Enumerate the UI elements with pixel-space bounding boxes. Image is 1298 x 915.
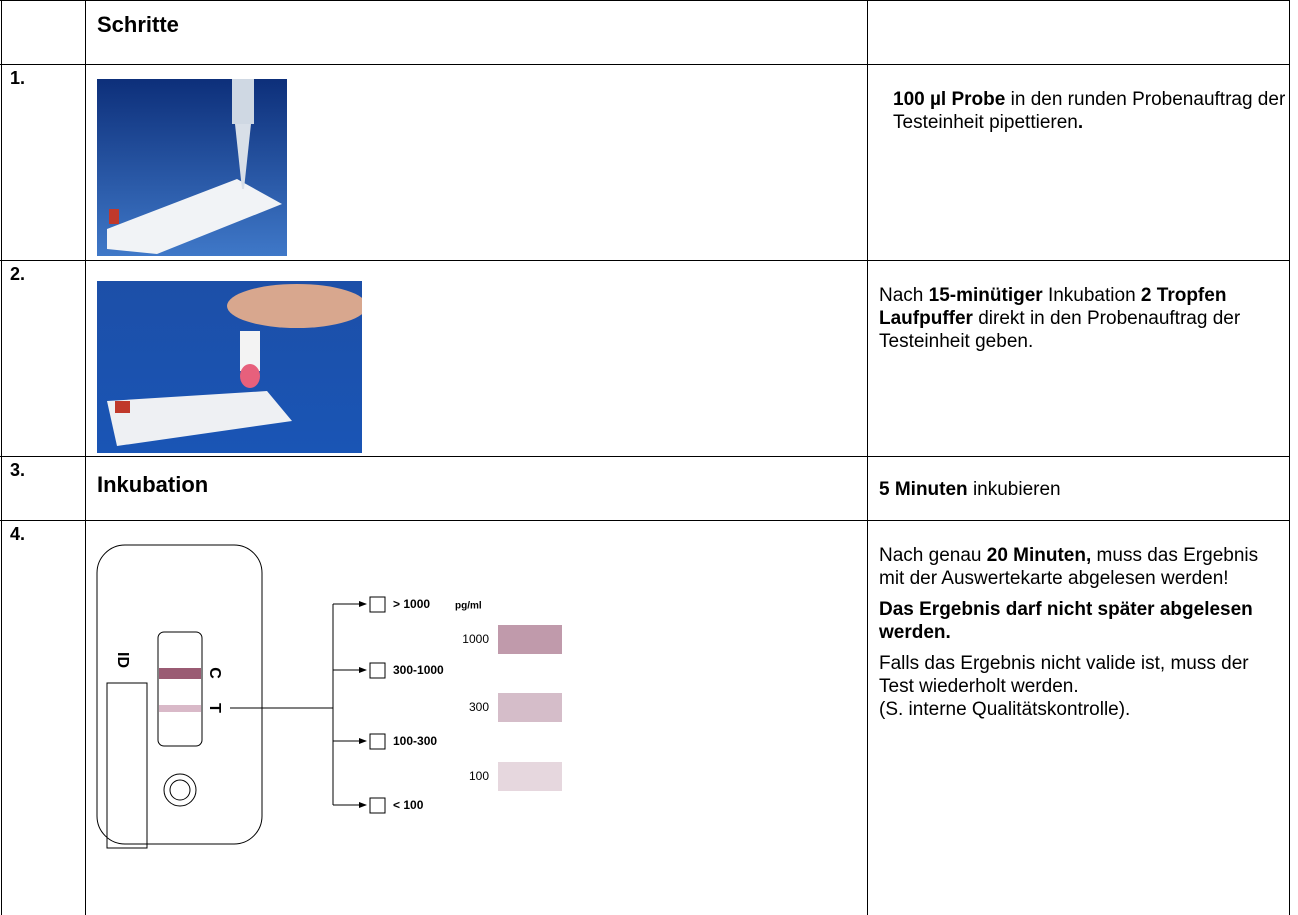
text-run: Das Ergebnis darf nicht später abgelesen… bbox=[879, 599, 1253, 643]
id-label: ID bbox=[114, 652, 131, 668]
result-window bbox=[157, 631, 203, 747]
description: 5 Minuten inkubieren bbox=[879, 478, 1279, 509]
text-run: muss das Ergebnis mit der Auswertekarte … bbox=[879, 545, 1259, 589]
swatch-label: 1000 bbox=[462, 632, 489, 646]
border bbox=[0, 456, 1290, 457]
text-run: Falls das Ergebnis nicht valide ist, mus… bbox=[879, 653, 1249, 697]
paragraph: Nach 15-minütiger Inkubation 2 Tropfen L… bbox=[879, 284, 1279, 353]
result-label: < 100 bbox=[393, 798, 424, 812]
border bbox=[1, 0, 2, 915]
checkbox bbox=[369, 733, 386, 750]
paragraph: Das Ergebnis darf nicht später abgelesen… bbox=[879, 598, 1279, 644]
text-run: (S. interne Qualitätskontrolle). bbox=[879, 699, 1131, 720]
swatch-label: 100 bbox=[469, 769, 489, 783]
paragraph: Falls das Ergebnis nicht valide ist, mus… bbox=[879, 652, 1279, 721]
swatch bbox=[498, 693, 562, 722]
step-number: 2. bbox=[10, 264, 26, 284]
step-number: 3. bbox=[10, 460, 26, 480]
result-label: > 1000 bbox=[393, 597, 430, 611]
swatch bbox=[498, 762, 562, 791]
border bbox=[867, 0, 868, 915]
swatch bbox=[498, 625, 562, 654]
paragraph: Nach genau 20 Minuten, muss das Ergebnis… bbox=[879, 544, 1279, 590]
border bbox=[0, 0, 1290, 1]
checkbox bbox=[369, 596, 386, 613]
description: Nach genau 20 Minuten, muss das Ergebnis… bbox=[879, 544, 1279, 729]
text-run: inkubieren bbox=[967, 479, 1061, 500]
step-number: 1. bbox=[10, 68, 26, 88]
photo-buffer bbox=[97, 281, 362, 453]
step-number: 4. bbox=[10, 524, 26, 544]
step-title: Inkubation bbox=[97, 472, 209, 497]
text-run: Nach bbox=[879, 285, 929, 306]
text-run: 15-minütiger bbox=[928, 285, 1043, 306]
description: 100 µl Probe in den runden Probenauftrag… bbox=[893, 88, 1293, 142]
text-run: . bbox=[1077, 112, 1084, 133]
unit: pg/ml bbox=[455, 601, 482, 612]
header-title: Schritte bbox=[97, 12, 179, 37]
control-band bbox=[159, 668, 201, 679]
border bbox=[0, 520, 1290, 521]
test-band bbox=[159, 705, 201, 712]
control-label: C bbox=[206, 667, 223, 679]
sample-well bbox=[169, 779, 191, 801]
result-diagram: ID C T pg/ml > 1000 300-1000 100-300 < 100 1… bbox=[96, 544, 562, 849]
text-run: Inkubation bbox=[1042, 285, 1141, 306]
swatch-label: 300 bbox=[469, 700, 489, 714]
text-run: in den runden Probenauftrag der Testeinh… bbox=[893, 89, 1286, 133]
test-label: T bbox=[206, 703, 223, 713]
text-run: 5 Minuten bbox=[879, 479, 968, 500]
photo-pipette bbox=[97, 79, 287, 256]
id-field bbox=[106, 682, 148, 849]
cassette bbox=[96, 544, 263, 845]
sample-well bbox=[163, 773, 197, 807]
border bbox=[1289, 0, 1290, 915]
border bbox=[85, 0, 86, 915]
text-run: Nach genau bbox=[879, 545, 987, 566]
paragraph: 5 Minuten inkubieren bbox=[879, 478, 1279, 501]
result-label: 300-1000 bbox=[393, 663, 444, 677]
border bbox=[0, 260, 1290, 261]
checkbox bbox=[369, 797, 386, 814]
border bbox=[0, 64, 1290, 65]
text-run: 2 Tropfen Laufpuffer bbox=[879, 285, 1227, 329]
result-label: 100-300 bbox=[393, 734, 437, 748]
text-run: 100 µl Probe bbox=[893, 89, 1006, 110]
text-run: 20 Minuten, bbox=[986, 545, 1092, 566]
checkbox bbox=[369, 662, 386, 679]
text-run: direkt in den Probenauftrag der Testeinh… bbox=[879, 308, 1241, 352]
description: Nach 15-minütiger Inkubation 2 Tropfen L… bbox=[879, 284, 1279, 361]
paragraph: 100 µl Probe in den runden Probenauftrag… bbox=[893, 88, 1293, 134]
